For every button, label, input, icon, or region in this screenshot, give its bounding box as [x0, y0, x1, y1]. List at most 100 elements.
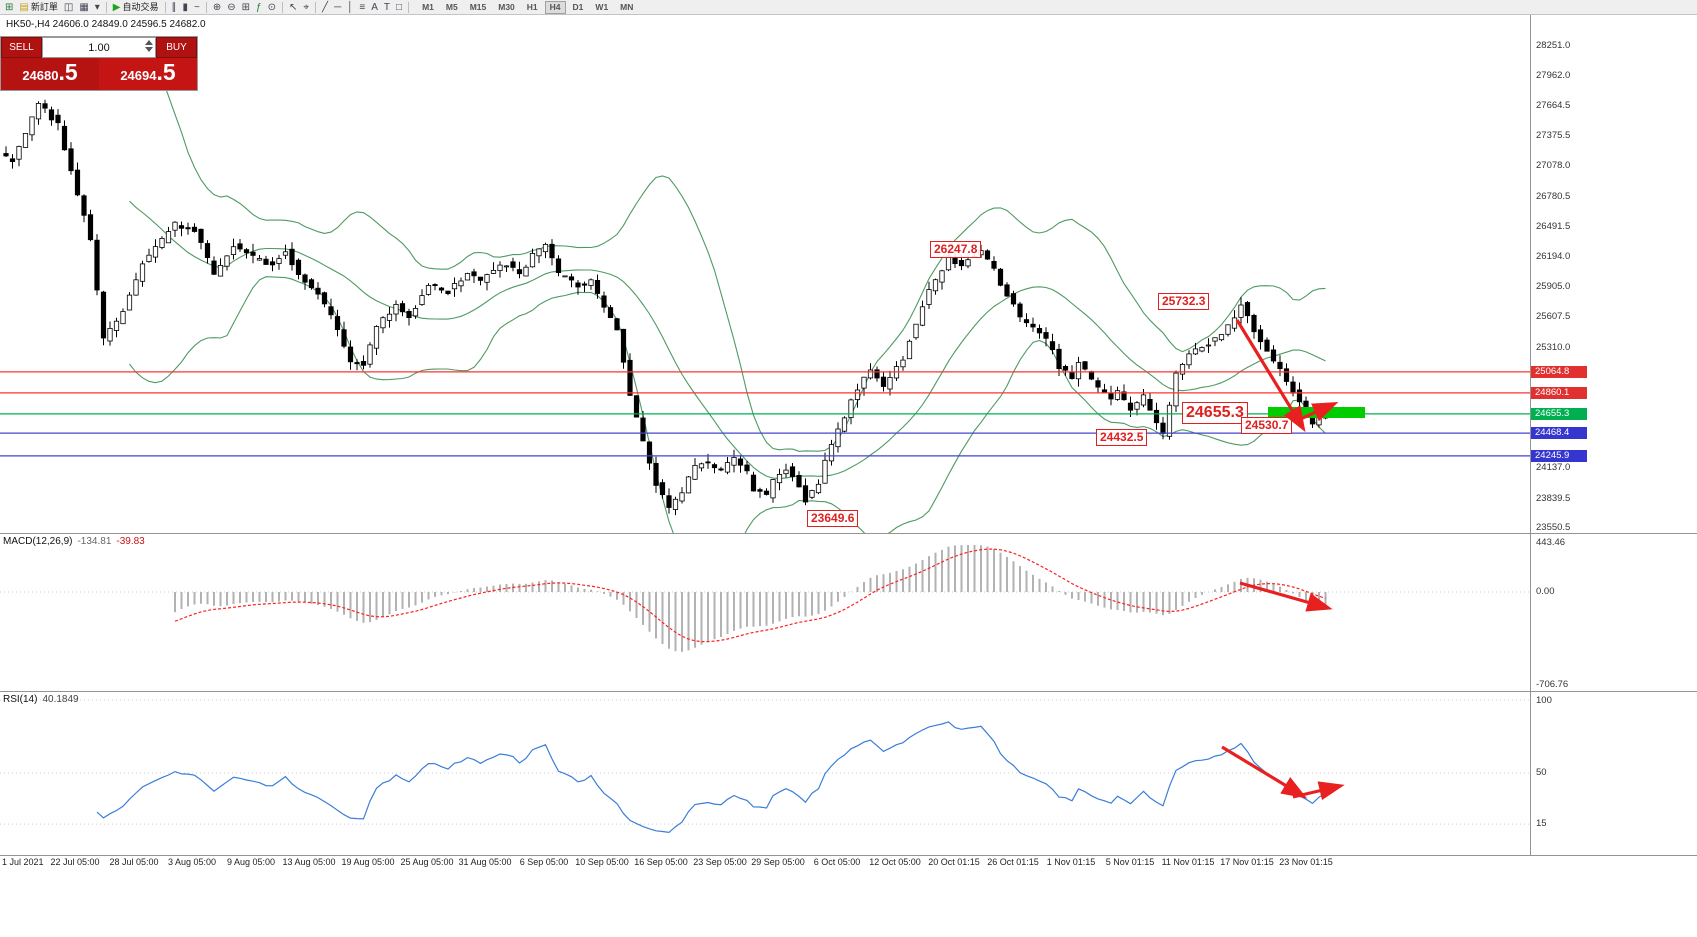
buy-button[interactable]: BUY	[156, 37, 197, 58]
price-axis-label: 27664.5	[1536, 100, 1571, 111]
new-order-button[interactable]: ▤ 新訂單	[17, 1, 59, 14]
toolbar-separator	[105, 1, 107, 13]
price-annotation[interactable]: 25732.3	[1158, 293, 1210, 310]
stepper-down-icon[interactable]	[145, 47, 153, 52]
rsi-axis-label: 15	[1536, 818, 1547, 829]
timeframe-m15[interactable]: M15	[469, 1, 487, 12]
zoom-out-icon[interactable]: ⊖	[227, 1, 236, 13]
price-axis-label: 25607.5	[1536, 311, 1571, 322]
main-toolbar: ⊞ ▤ 新訂單 ◫ ▦ ▾ ▶ 自动交易 ∥ ▮ ~ ⊕ ⊖ ⊞ ƒ ⊙ ↖ ⌖ ╱ ─ │ ≡ A T □ M1 M5 M15 M3…	[0, 0, 1697, 15]
toolbar-separator	[282, 1, 283, 13]
zoom-in-icon[interactable]: ⊕	[212, 1, 222, 13]
one-click-trade-panel: SELL 1.00 BUY 24680 .5 24694 .5	[0, 36, 198, 91]
price-axis-label: 26194.0	[1536, 251, 1571, 262]
price-tag: 25064.8	[1531, 366, 1587, 378]
time-axis-label: 17 Nov 01:15	[1220, 857, 1274, 867]
stepper-up-icon[interactable]	[145, 40, 153, 45]
time-axis-label: 23 Sep 05:00	[693, 857, 747, 867]
new-order-label: 新訂單	[30, 1, 58, 12]
trendline-icon[interactable]: ╱	[322, 1, 329, 13]
candle-chart-icon[interactable]: ▮	[182, 1, 189, 13]
timeframe-h4[interactable]: H4	[544, 0, 566, 14]
time-axis-label: 6 Sep 05:00	[519, 857, 569, 867]
line-chart-icon[interactable]: ~	[194, 1, 200, 13]
toolbar-separator	[164, 1, 166, 13]
vertical-line-icon[interactable]: │	[347, 1, 354, 13]
shapes-icon[interactable]: □	[396, 1, 403, 13]
volume-input[interactable]: 1.00	[42, 37, 156, 58]
sell-button[interactable]: SELL	[1, 37, 42, 58]
time-axis-label: 5 Nov 01:15	[1105, 857, 1155, 867]
price-axis-label: 24137.0	[1536, 462, 1571, 473]
bar-chart-icon[interactable]: ∥	[171, 1, 177, 13]
rsi-name: RSI(14)	[3, 694, 38, 705]
cursor-icon[interactable]: ↖	[289, 1, 298, 13]
volume-stepper[interactable]	[145, 40, 153, 52]
main-chart-canvas[interactable]	[0, 15, 1530, 533]
dropdown-icon[interactable]: ▾	[94, 1, 100, 13]
timeframe-m1[interactable]: M1	[422, 1, 434, 12]
chart-windows-icon[interactable]: ◫	[63, 1, 74, 13]
timeframe-d1[interactable]: D1	[572, 1, 584, 12]
time-axis-label: 29 Sep 05:00	[751, 857, 805, 867]
timeframe-w1[interactable]: W1	[595, 1, 609, 12]
time-axis-label: 6 Oct 05:00	[813, 857, 861, 867]
tile-windows-icon[interactable]: ⊞	[241, 1, 251, 13]
time-axis-label: 28 Jul 05:00	[109, 857, 159, 867]
crosshair-icon[interactable]: ⌖	[303, 1, 310, 13]
rsi-indicator-label: RSI(14) 40.1849	[3, 694, 79, 705]
sell-price-main: 24680	[22, 68, 59, 83]
price-annotation[interactable]: 24432.5	[1096, 429, 1148, 446]
time-axis-label: 26 Oct 01:15	[987, 857, 1039, 867]
price-annotation[interactable]: 24655.3	[1182, 402, 1248, 424]
price-axis-label: 27078.0	[1536, 160, 1571, 171]
periods-icon[interactable]: ⊙	[267, 1, 276, 13]
time-axis-label: 13 Aug 05:00	[282, 857, 336, 867]
rsi-value: 40.1849	[42, 694, 79, 705]
buy-price[interactable]: 24694 .5	[99, 58, 197, 90]
price-tag: 24655.3	[1531, 408, 1587, 420]
text-icon[interactable]: A	[371, 1, 378, 13]
new-order-icon: ▤	[19, 1, 29, 13]
horizontal-line-icon[interactable]: ─	[334, 1, 342, 13]
price-axis-label: 26780.5	[1536, 191, 1571, 202]
indicators-icon[interactable]: ƒ	[256, 1, 262, 13]
timeframe-h1[interactable]: H1	[526, 1, 538, 12]
price-annotation[interactable]: 26247.8	[930, 241, 982, 258]
price-annotation[interactable]: 23649.6	[807, 510, 859, 527]
rsi-panel-canvas[interactable]	[0, 691, 1530, 855]
price-tag: 24245.9	[1531, 450, 1587, 462]
profiles-icon[interactable]: ▦	[79, 1, 89, 13]
timeframe-m5[interactable]: M5	[445, 1, 458, 12]
price-tag: 24468.4	[1531, 427, 1587, 439]
timeframe-mn[interactable]: MN	[620, 1, 634, 12]
time-axis-label: 9 Aug 05:00	[226, 857, 276, 867]
timeframe-m30[interactable]: M30	[498, 1, 515, 12]
buy-price-frac: .5	[156, 59, 176, 85]
auto-trading-button[interactable]: ▶ 自动交易	[111, 1, 161, 14]
price-axis-label: 23839.5	[1536, 493, 1571, 504]
macd-panel-canvas[interactable]	[0, 533, 1530, 691]
sell-price-frac: .5	[58, 59, 78, 85]
fibonacci-icon[interactable]: ≡	[359, 1, 366, 13]
price-axis-label: 25310.0	[1536, 342, 1571, 353]
macd-name: MACD(12,26,9)	[3, 536, 73, 547]
toolbar-icon-group: ⊞ ▤ 新訂單 ◫ ▦ ▾ ▶ 自动交易 ∥ ▮ ~ ⊕ ⊖ ⊞ ƒ ⊙ ↖ ⌖ ╱ ─ │ ≡ A T □	[2, 1, 412, 14]
volume-value: 1.00	[88, 41, 110, 54]
macd-axis-label: -706.76	[1536, 679, 1569, 690]
toolbar-separator	[315, 1, 317, 13]
new-chart-icon[interactable]: ⊞	[5, 1, 14, 13]
time-axis-label: 20 Oct 01:15	[928, 857, 980, 867]
macd-axis-label: 443.46	[1536, 537, 1566, 548]
macd-indicator-label: MACD(12,26,9) -134.81 -39.83	[3, 536, 145, 547]
price-annotation[interactable]: 24530.7	[1241, 417, 1293, 434]
time-axis-label: 23 Nov 01:15	[1279, 857, 1333, 867]
price-axis-divider	[1530, 15, 1531, 855]
price-axis-label: 27375.5	[1536, 130, 1571, 141]
time-axis-label: 3 Aug 05:00	[167, 857, 217, 867]
sell-price[interactable]: 24680 .5	[1, 58, 99, 90]
label-icon[interactable]: T	[383, 1, 391, 13]
toolbar-separator	[408, 1, 410, 13]
time-axis-label: 1 Jul 2021	[2, 857, 44, 867]
